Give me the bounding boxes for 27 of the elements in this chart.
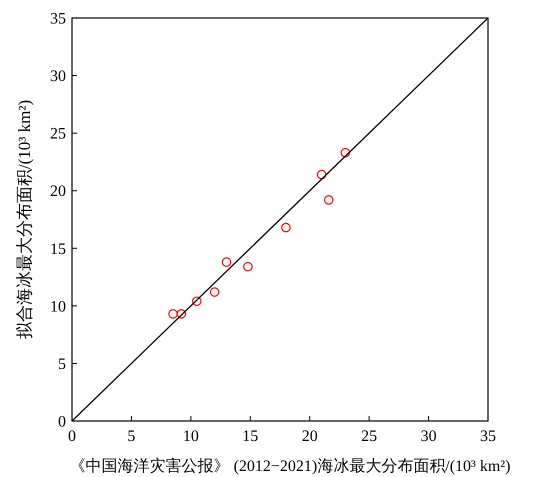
y-tick-label: 20 bbox=[50, 183, 66, 200]
point bbox=[192, 296, 202, 306]
y-tick-label: 5 bbox=[58, 356, 66, 373]
x-tick-label: 20 bbox=[302, 428, 318, 445]
point bbox=[176, 309, 186, 319]
y-tick-label: 10 bbox=[50, 298, 66, 316]
x-tick-label: 10 bbox=[182, 428, 199, 445]
x-tick-label: 25 bbox=[361, 428, 378, 445]
x-axis-title: 《中国海洋灾害公报》 (2012−2021)海冰最大分布面积/(10³ km²) bbox=[70, 457, 510, 475]
y-axis-title: 拟合海冰最大分布面积/(10³ km²) bbox=[15, 100, 34, 340]
x-tick-label: 30 bbox=[420, 428, 437, 445]
y-tick-label: 15 bbox=[50, 240, 66, 258]
point bbox=[316, 170, 326, 180]
x-tick-label: 5 bbox=[127, 428, 136, 445]
point bbox=[168, 309, 178, 319]
x-tick-label: 15 bbox=[242, 428, 258, 445]
y-tick-label: 0 bbox=[58, 414, 66, 430]
y-tick-label: 25 bbox=[50, 126, 66, 143]
point bbox=[340, 148, 350, 158]
y-tick-label: 35 bbox=[50, 10, 66, 28]
point bbox=[243, 262, 253, 272]
x-tick-label: 35 bbox=[480, 428, 496, 445]
y-tick-label: 30 bbox=[50, 68, 66, 86]
point bbox=[210, 287, 220, 297]
point bbox=[281, 222, 291, 232]
point bbox=[324, 195, 334, 205]
point bbox=[222, 257, 232, 267]
